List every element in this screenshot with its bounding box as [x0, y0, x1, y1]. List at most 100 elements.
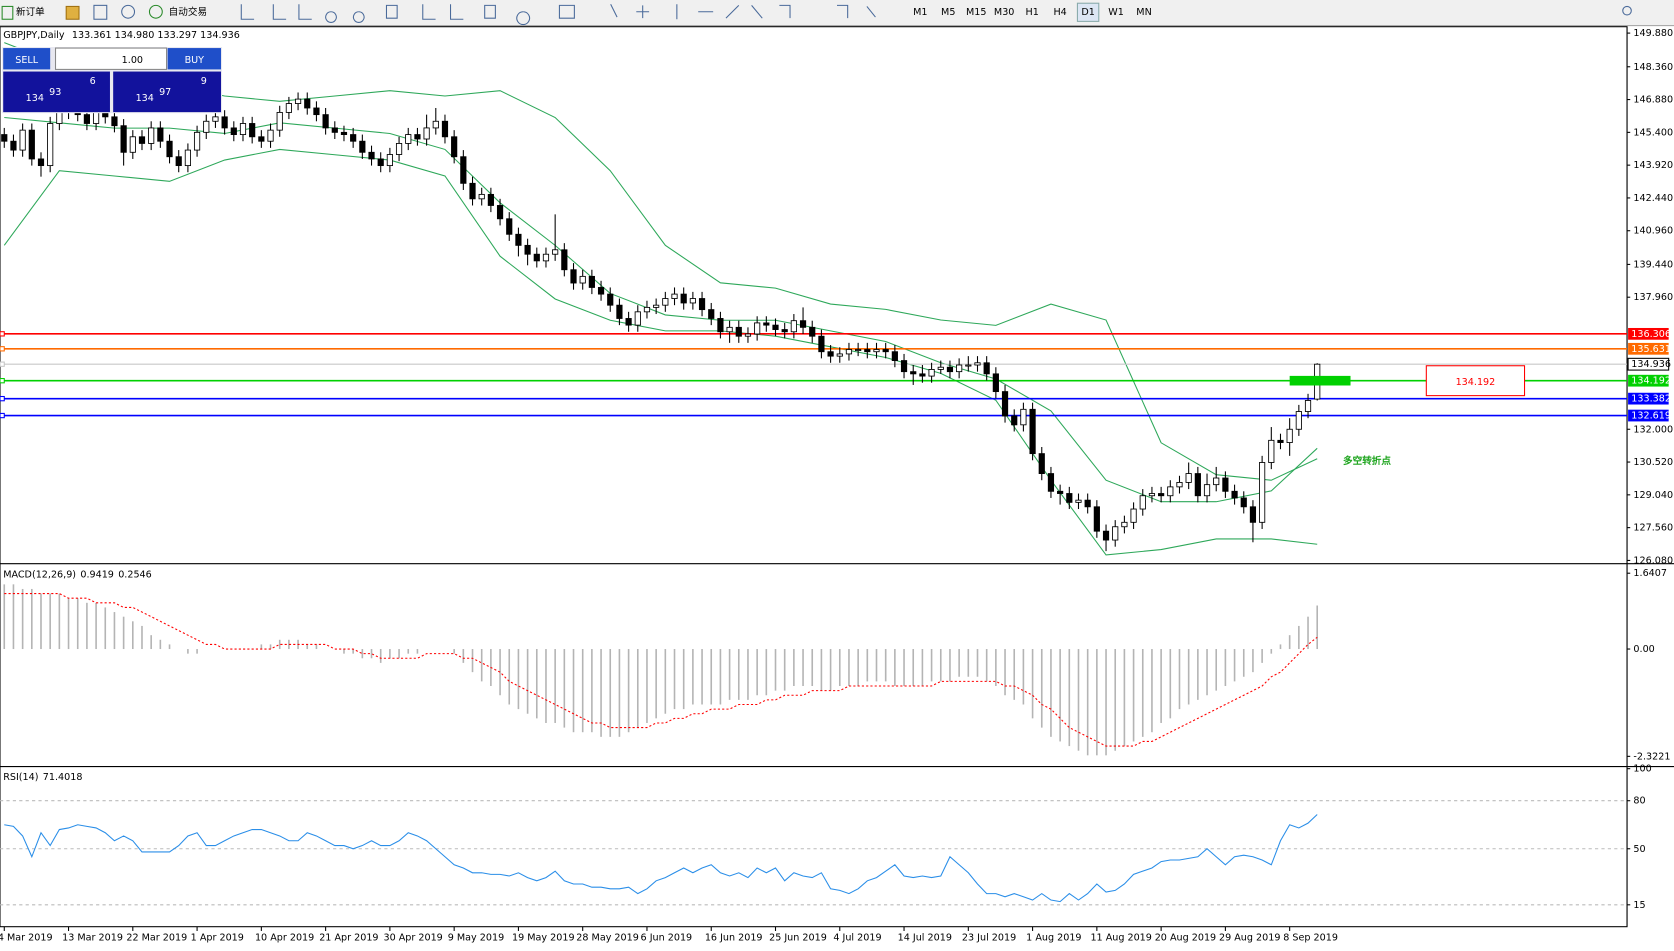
candle-body	[1, 134, 8, 142]
candle-body	[1139, 495, 1146, 510]
candle-body	[533, 253, 540, 262]
y-tick-label: 1.6407	[1633, 568, 1667, 579]
timeframe[interactable]: D1	[1081, 7, 1095, 18]
candle-body	[1158, 493, 1165, 497]
volume-box[interactable]	[54, 47, 168, 70]
candle-body	[451, 136, 458, 158]
candle-body	[763, 322, 770, 326]
x-tick-label: 30 Apr 2019	[383, 932, 442, 943]
candle-body	[258, 136, 265, 142]
pivot-marker	[1289, 375, 1351, 386]
trade-panel: SELL 1.00 BUY 134 93 6 134 97 9	[2, 46, 223, 114]
new-order[interactable]: 新订单	[16, 6, 45, 18]
candle-body	[809, 326, 816, 337]
candle-body	[643, 306, 651, 313]
line-handle	[0, 412, 5, 419]
timeframe[interactable]: MN	[1136, 7, 1151, 18]
timeframe[interactable]: H4	[1053, 7, 1066, 18]
candle-body	[313, 107, 320, 116]
price-label-bg	[1627, 357, 1670, 371]
candle-body	[1249, 506, 1257, 523]
y-tick-label: 50	[1633, 844, 1645, 855]
timeframe[interactable]: M5	[941, 7, 955, 18]
y-tick-label: 15	[1633, 900, 1645, 911]
x-tick-label: 20 Aug 2019	[1155, 932, 1216, 943]
line-handle	[0, 331, 5, 337]
candle-body	[653, 304, 660, 308]
icon	[148, 4, 163, 19]
ask-pips: 97	[159, 87, 171, 98]
y-tick-label: 139.440	[1633, 259, 1673, 270]
price-label-bg	[1628, 392, 1669, 405]
candle-body	[708, 309, 715, 319]
candle-body	[1213, 477, 1220, 486]
candle-body	[120, 125, 127, 153]
candle-body	[267, 129, 274, 142]
candle-body	[37, 158, 45, 167]
candle-body	[386, 154, 393, 167]
candle-body	[304, 98, 311, 109]
open: 133.361	[72, 30, 112, 41]
candle-body	[772, 324, 779, 330]
candle-body	[597, 287, 605, 295]
line-handle	[0, 395, 5, 402]
y-tick-label: 0.00	[1633, 644, 1654, 655]
icon	[1, 5, 14, 20]
icon	[121, 4, 136, 19]
line-handle	[0, 346, 5, 352]
candle-body	[432, 120, 439, 129]
candle-body	[1130, 508, 1137, 523]
ask-big: 134	[136, 93, 154, 104]
candle-body	[946, 366, 954, 373]
x-tick-label: 13 Mar 2019	[62, 932, 123, 943]
pivot-label: 134.192	[1456, 377, 1496, 388]
icon	[65, 5, 80, 20]
candle-body	[717, 318, 724, 333]
candle-body	[111, 116, 118, 127]
price-label-bg	[1628, 342, 1669, 355]
buy-label[interactable]: BUY	[185, 55, 205, 66]
volume[interactable]: 1.00	[122, 55, 143, 66]
candle-body	[864, 349, 871, 353]
candle-body	[1011, 415, 1018, 426]
annotation: 多空转折点	[1343, 455, 1391, 467]
timeframe[interactable]: M30	[994, 7, 1015, 18]
auto-trading[interactable]: 自动交易	[169, 6, 207, 18]
price-label: 134.936	[1631, 359, 1671, 370]
ask-box[interactable]	[113, 71, 221, 113]
candle-body	[956, 364, 963, 373]
candle-body	[469, 182, 476, 200]
timeframe[interactable]: W1	[1108, 7, 1124, 18]
candle-body	[891, 351, 898, 362]
buy-button[interactable]	[167, 48, 221, 70]
x-tick-label: 28 May 2019	[576, 932, 639, 943]
candle-body	[616, 304, 623, 319]
candle-body	[331, 127, 338, 133]
timeframe[interactable]: H1	[1025, 7, 1038, 18]
candle-body	[203, 120, 210, 133]
bid-box[interactable]	[3, 71, 110, 113]
candle-body	[928, 369, 935, 377]
candle-body	[965, 364, 972, 367]
indicator-title: MACD(12,26,9) 0.9419 0.2546	[3, 569, 152, 580]
candle-body	[414, 134, 421, 140]
candle-body	[744, 333, 752, 337]
candle-body	[1240, 497, 1247, 508]
candle-body	[138, 136, 146, 144]
x-tick-label: 1 Apr 2019	[191, 932, 244, 943]
timeframe[interactable]: M1	[913, 7, 927, 18]
timeframes: M1 M5 M15 M30 H1 H4 D1 W1 MN	[913, 2, 1152, 22]
sell-button[interactable]	[3, 48, 51, 70]
chart-header: GBPJPY,Daily 133.361 134.980 133.297 134…	[3, 30, 240, 41]
candle-body	[1020, 408, 1027, 426]
sell-label[interactable]: SELL	[15, 55, 38, 66]
timeframe[interactable]: M15	[966, 7, 987, 18]
indicator-value: 0.2546	[118, 569, 152, 580]
indicator-value: RSI(14)	[3, 772, 38, 783]
x-tick-label: 8 Sep 2019	[1283, 932, 1338, 943]
price-label-bg	[1628, 327, 1669, 340]
candle-body	[19, 129, 26, 151]
candle-body	[1084, 499, 1091, 508]
x-tick-label: 4 Jul 2019	[833, 932, 881, 943]
